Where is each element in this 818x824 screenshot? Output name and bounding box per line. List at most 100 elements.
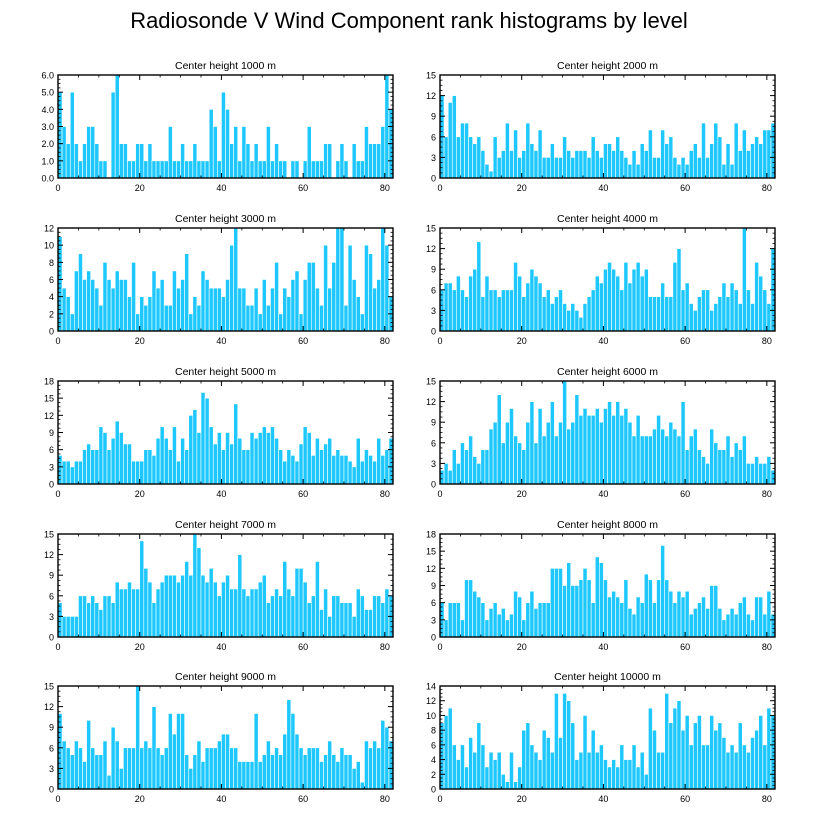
- histogram-bar: [65, 616, 71, 638]
- histogram-bar: [709, 428, 715, 485]
- histogram-bar: [172, 270, 177, 332]
- histogram-bar: [290, 160, 296, 179]
- histogram-bar: [578, 150, 584, 179]
- x-tick-label: 60: [680, 183, 690, 193]
- histogram-bar: [517, 442, 523, 485]
- histogram-bar: [484, 275, 490, 332]
- histogram-bar: [253, 437, 259, 485]
- y-tick-label: 0: [49, 785, 54, 795]
- histogram-bar: [82, 449, 87, 485]
- histogram-bar: [488, 428, 494, 485]
- histogram-bar: [676, 590, 682, 638]
- histogram-bar: [306, 432, 312, 485]
- histogram-bar: [746, 463, 751, 485]
- histogram-bar: [90, 126, 96, 179]
- histogram-bar: [737, 602, 743, 638]
- x-tick-label: 60: [298, 642, 308, 652]
- histogram-bar: [627, 759, 633, 790]
- histogram-bar: [286, 449, 292, 485]
- histogram-bar: [65, 747, 71, 790]
- histogram-bar: [159, 581, 165, 638]
- histogram-bar: [500, 442, 506, 485]
- histogram-bar: [688, 303, 694, 332]
- histogram-bar: [98, 426, 104, 485]
- histogram-bar: [253, 143, 259, 179]
- histogram-bar: [241, 449, 247, 485]
- histogram-bar: [78, 747, 83, 790]
- histogram-bar: [143, 160, 149, 179]
- histogram-bar: [615, 596, 621, 638]
- histogram-bar: [323, 754, 328, 790]
- histogram-bar: [476, 463, 482, 485]
- y-tick-label: 0: [431, 785, 436, 795]
- y-tick-label: 9: [49, 723, 54, 733]
- histogram-bar: [221, 296, 226, 332]
- histogram-bar: [168, 713, 173, 790]
- y-tick-label: 3: [431, 306, 436, 316]
- histogram-bar: [488, 170, 494, 179]
- histogram-bar: [456, 463, 461, 485]
- histogram-bar: [270, 426, 275, 485]
- histogram-bar: [541, 602, 547, 638]
- histogram-bar: [680, 157, 686, 179]
- histogram-bar: [660, 129, 665, 179]
- x-tick-label: 0: [55, 336, 60, 346]
- histogram-bar: [323, 143, 328, 179]
- histogram-bar: [721, 737, 727, 790]
- histogram-bar: [102, 160, 108, 179]
- histogram-bar: [627, 421, 633, 485]
- histogram-bar: [139, 460, 145, 485]
- histogram-bar: [554, 157, 559, 179]
- histogram-bar: [635, 262, 641, 332]
- histogram-bar: [476, 596, 482, 638]
- y-tick-label: 15: [426, 377, 436, 387]
- histogram-bar: [229, 143, 234, 179]
- histogram-bar: [114, 420, 120, 485]
- x-tick-label: 80: [380, 794, 390, 804]
- histogram-bar: [360, 313, 365, 332]
- histogram-bar: [725, 613, 731, 638]
- x-tick-label: 80: [762, 489, 772, 499]
- histogram-bar: [302, 160, 308, 179]
- histogram-bar: [517, 157, 523, 179]
- histogram-bar: [347, 754, 353, 790]
- histogram-bar: [282, 460, 288, 485]
- histogram-bar: [590, 729, 596, 790]
- histogram-bar: [656, 751, 661, 790]
- x-tick-label: 80: [380, 183, 390, 193]
- histogram-bar: [208, 426, 214, 485]
- y-tick-label: 0: [431, 174, 436, 184]
- histogram-bar: [180, 143, 185, 179]
- y-tick-label: 3: [431, 615, 436, 625]
- histogram-bar: [566, 562, 572, 638]
- histogram-bar: [721, 163, 727, 179]
- histogram-bar: [692, 428, 698, 485]
- y-tick-label: 6: [49, 445, 54, 455]
- histogram-bar: [257, 761, 263, 790]
- histogram-bar: [648, 435, 653, 485]
- histogram-bar: [729, 456, 735, 485]
- x-tick-label: 60: [680, 794, 690, 804]
- histogram-bar: [225, 279, 230, 332]
- histogram-bar: [225, 574, 230, 638]
- histogram-bar: [554, 693, 559, 790]
- histogram-bar: [619, 744, 625, 790]
- y-tick-label: 12: [44, 550, 54, 560]
- histogram-bar: [464, 449, 469, 485]
- histogram-bar: [607, 766, 612, 790]
- x-tick-label: 20: [135, 794, 145, 804]
- histogram-bar: [574, 585, 580, 638]
- histogram-bar: [86, 270, 91, 332]
- y-tick-label: 4: [431, 755, 436, 765]
- histogram-bar: [323, 443, 328, 485]
- histogram-bar: [110, 437, 116, 485]
- histogram-bar: [135, 588, 141, 638]
- histogram-bar: [249, 588, 255, 638]
- histogram-bar: [652, 428, 657, 485]
- histogram-bar: [204, 397, 210, 485]
- histogram-bar: [672, 262, 678, 332]
- histogram-bar: [668, 421, 674, 485]
- histogram-bar: [110, 602, 116, 638]
- histogram-bar: [447, 469, 453, 485]
- histogram-bar: [200, 574, 206, 638]
